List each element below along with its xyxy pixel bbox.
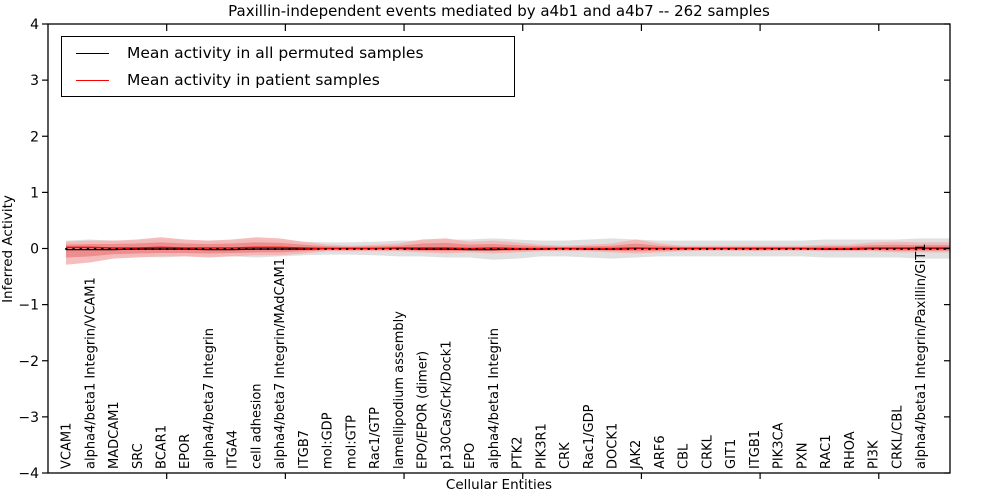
permuted-line-swatch <box>76 52 109 54</box>
x-tick-label: RAC1 <box>819 434 834 469</box>
x-tick-label: mol:GTP <box>344 415 359 469</box>
patient-line-swatch <box>76 79 109 81</box>
legend: Mean activity in all permuted samples Me… <box>61 36 515 97</box>
x-tick-label: Rac1/GTP <box>368 407 383 469</box>
x-tick-label: alpha4/beta7 Integrin <box>202 328 217 469</box>
y-tick-label: 2 <box>30 129 39 145</box>
x-tick-label: CRKL/CBL <box>890 405 905 469</box>
x-tick-label: EPO/EPOR (dimer) <box>416 351 431 469</box>
x-tick-label: lamellipodium assembly <box>392 311 407 469</box>
x-tick-label: ARF6 <box>653 435 668 469</box>
y-tick-label: 1 <box>30 185 39 201</box>
x-tick-label: GIT1 <box>724 439 739 469</box>
x-tick-label: JAK2 <box>629 440 644 470</box>
legend-entry-patient: Mean activity in patient samples <box>62 67 514 93</box>
legend-label: Mean activity in all permuted samples <box>127 44 424 62</box>
legend-entry-permuted: Mean activity in all permuted samples <box>62 40 514 66</box>
legend-label: Mean activity in patient samples <box>127 71 380 89</box>
x-tick-label: mol:GDP <box>321 412 336 469</box>
x-tick-label: ITGB1 <box>748 430 763 469</box>
y-tick-label: −2 <box>18 354 39 370</box>
x-tick-label: PIK3R1 <box>534 423 549 469</box>
x-axis-label: Cellular Entities <box>445 477 553 493</box>
x-tick-label: PXN <box>795 443 810 469</box>
x-tick-label: PTK2 <box>511 436 526 469</box>
x-tick-label: PI3K <box>867 440 882 469</box>
x-tick-label: alpha4/beta1 Integrin/Paxillin/GIT1 <box>914 243 929 469</box>
x-tick-label: alpha4/beta1 Integrin/VCAM1 <box>83 277 98 469</box>
x-tick-label: CBL <box>677 443 692 469</box>
y-tick-label: 0 <box>30 242 39 258</box>
x-tick-label: CRK <box>558 442 573 469</box>
x-tick-label: alpha4/beta1 Integrin <box>487 328 502 469</box>
x-tick-label: p130Cas/Crk/Dock1 <box>439 340 454 469</box>
x-tick-label: VCAM1 <box>60 423 75 469</box>
x-tick-label: SRC <box>131 443 146 469</box>
x-tick-label: DOCK1 <box>605 423 620 469</box>
x-tick-label: alpha4/beta7 Integrin/MAdCAM1 <box>273 258 288 469</box>
x-tick-label: EPOR <box>178 434 193 469</box>
x-tick-label: EPO <box>463 443 478 469</box>
x-tick-label: PIK3CA <box>772 422 787 469</box>
x-tick-label: MADCAM1 <box>107 401 122 469</box>
y-tick-label: −3 <box>18 410 39 426</box>
y-tick-label: −4 <box>18 466 39 482</box>
x-tick-label: ITGA4 <box>226 430 241 469</box>
y-tick-label: 4 <box>30 17 39 33</box>
y-tick-label: −1 <box>18 298 39 314</box>
y-tick-label: 3 <box>30 73 39 89</box>
x-tick-label: RHOA <box>843 431 858 469</box>
x-tick-label: BCAR1 <box>154 425 169 469</box>
x-tick-label: ITGB7 <box>297 430 312 469</box>
x-tick-label: cell adhesion <box>249 383 264 469</box>
x-tick-label: Rac1/GDP <box>582 404 597 469</box>
x-tick-label: CRKL <box>700 434 715 469</box>
chart-title: Paxillin-independent events mediated by … <box>228 2 770 20</box>
